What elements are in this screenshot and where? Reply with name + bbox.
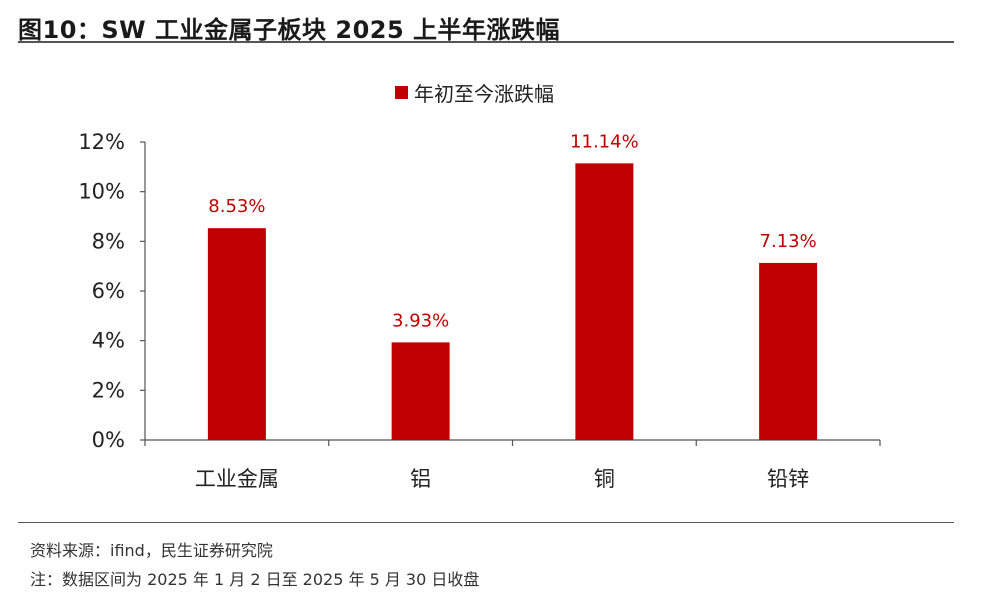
data-label: 3.93% [392, 310, 449, 331]
bar [575, 163, 634, 440]
footer-divider [18, 522, 954, 523]
bar [759, 262, 818, 440]
y-tick-label: 6% [92, 279, 125, 303]
y-tick-label: 0% [92, 428, 125, 452]
data-label: 7.13% [760, 231, 817, 252]
source-note: 资料来源：ifind，民生证券研究院 [30, 541, 273, 560]
bar [391, 342, 450, 440]
x-tick-label: 铅锌 [767, 467, 809, 491]
data-label: 11.14% [570, 131, 639, 152]
data-label: 8.53% [208, 196, 265, 217]
y-tick-label: 4% [92, 329, 125, 353]
title-divider [18, 41, 954, 43]
y-tick-label: 8% [92, 229, 125, 253]
date-range-note: 注：数据区间为 2025 年 1 月 2 日至 2025 年 5 月 30 日收… [30, 570, 480, 589]
legend-swatch [395, 86, 408, 99]
y-tick-label: 12% [78, 130, 125, 154]
y-tick-label: 2% [92, 378, 125, 402]
y-tick-label: 10% [78, 180, 125, 204]
legend: 年初至今涨跌幅 [395, 78, 554, 107]
x-tick-label: 工业金属 [195, 467, 279, 491]
legend-label: 年初至今涨跌幅 [414, 82, 554, 106]
x-tick-label: 铝 [410, 467, 431, 491]
bar [207, 228, 266, 440]
x-tick-label: 铜 [594, 467, 615, 491]
chart-title: 图10：SW 工业金属子板块 2025 上半年涨跌幅 [18, 16, 561, 44]
